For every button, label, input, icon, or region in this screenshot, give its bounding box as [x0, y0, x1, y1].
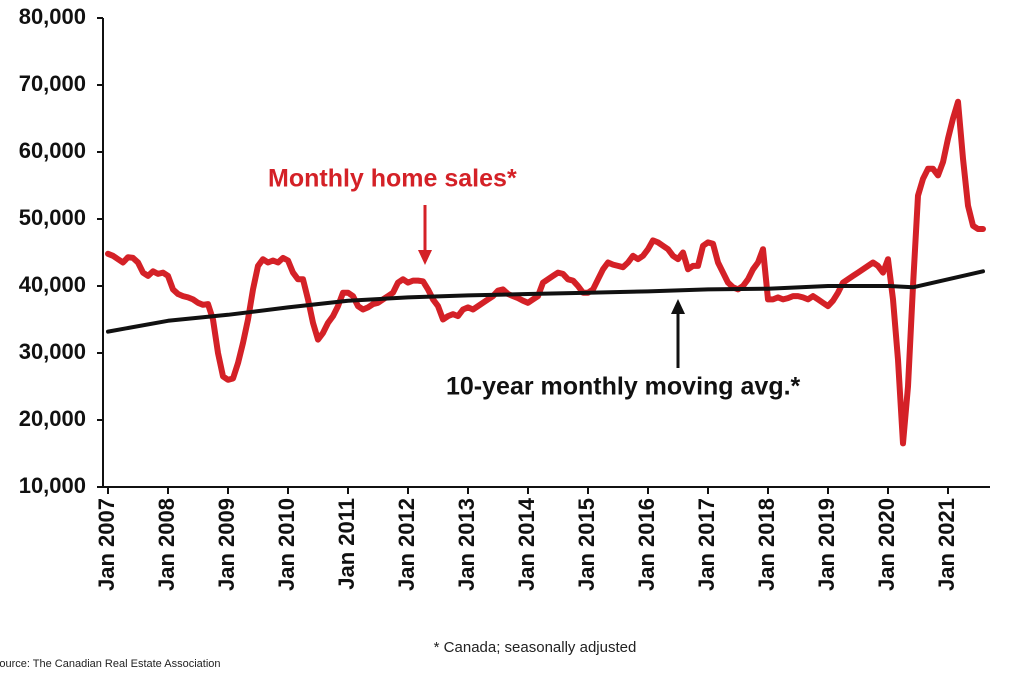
y-tick-label: 70,000: [19, 71, 86, 96]
series-line: [105, 98, 986, 447]
x-tick-label: Jan 2013: [454, 498, 479, 591]
x-tick-label: Jan 2019: [814, 498, 839, 591]
y-tick-label: 10,000: [19, 473, 86, 498]
x-tick-label: Jan 2014: [514, 497, 539, 591]
source: Source: The Canadian Real Estate Associa…: [0, 658, 221, 670]
x-tick-label: Jan 2010: [274, 498, 299, 591]
x-tick-label: Jan 2016: [634, 498, 659, 591]
y-tick-label: 50,000: [19, 205, 86, 230]
x-tick-label: Jan 2009: [214, 498, 239, 591]
x-tick-label: Jan 2018: [754, 498, 779, 591]
x-tick-label: Jan 2011: [334, 498, 359, 590]
y-tick-label: 40,000: [19, 272, 86, 297]
y-tick-label: 30,000: [19, 339, 86, 364]
y-tick-label: 60,000: [19, 138, 86, 163]
x-tick-label: Jan 2020: [874, 498, 899, 591]
x-tick-label: Jan 2012: [394, 498, 419, 591]
annotation: Monthly home sales*: [268, 165, 517, 193]
plot: [105, 98, 986, 447]
x-tick-label: Jan 2008: [154, 498, 179, 591]
y-tick-label: 20,000: [19, 406, 86, 431]
x-tick-label: Jan 2015: [574, 498, 599, 591]
y-tick-label: 80,000: [19, 4, 86, 29]
annotation: 10-year monthly moving avg.*: [446, 373, 801, 401]
x-tick-label: Jan 2007: [94, 498, 119, 591]
x-tick-label: Jan 2021: [934, 498, 959, 591]
arrow-head: [671, 299, 685, 314]
arrow-head: [418, 250, 432, 265]
series-line: [106, 269, 985, 334]
footnote: * Canada; seasonally adjusted: [434, 639, 637, 656]
x-tick-label: Jan 2017: [694, 498, 719, 591]
